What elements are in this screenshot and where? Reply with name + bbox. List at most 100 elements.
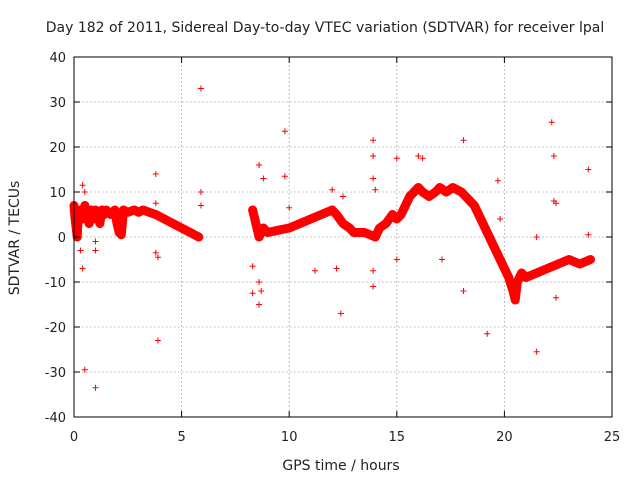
data-point: [178, 225, 185, 231]
data-point: [139, 207, 146, 213]
data-point: [501, 265, 508, 272]
data-point: [124, 209, 131, 216]
data-point: [161, 216, 168, 222]
outlier-point: [79, 182, 86, 189]
data-point: [522, 274, 529, 281]
x-tick-label: 15: [389, 430, 406, 445]
data-point: [376, 225, 383, 231]
outlier-point: [533, 348, 540, 355]
x-tick-label: 5: [177, 430, 185, 445]
y-tick-label: -30: [45, 366, 66, 381]
data-point: [256, 234, 263, 240]
data-point: [510, 288, 517, 294]
y-tick-label: -10: [45, 276, 66, 291]
data-point: [114, 220, 121, 227]
outlier-point: [370, 283, 377, 290]
data-points: [69, 85, 595, 391]
outlier-point: [438, 256, 445, 263]
data-point: [333, 211, 340, 218]
outlier-point: [92, 247, 99, 254]
outlier-point: [460, 288, 467, 294]
outlier-point: [197, 189, 204, 195]
data-point: [555, 261, 562, 267]
data-point: [497, 256, 504, 263]
outlier-point: [286, 204, 293, 211]
data-point: [383, 220, 390, 227]
data-point: [466, 198, 473, 204]
data-point: [131, 207, 138, 213]
outlier-point: [197, 85, 204, 92]
outlier-point: [249, 290, 256, 297]
outlier-point: [372, 186, 379, 193]
data-point: [475, 211, 482, 218]
data-point: [118, 231, 125, 238]
data-point: [426, 193, 433, 200]
data-point: [398, 211, 405, 218]
data-point: [479, 220, 486, 227]
data-point: [77, 207, 84, 213]
outlier-point: [154, 254, 161, 261]
data-point: [432, 189, 439, 195]
outlier-point: [281, 128, 288, 135]
outlier-point: [533, 234, 540, 240]
data-point: [565, 256, 572, 263]
outlier-point: [260, 175, 267, 182]
data-point: [195, 234, 202, 240]
outlier-point: [419, 155, 426, 162]
data-point: [415, 184, 422, 191]
data-point: [436, 184, 443, 191]
y-tick-label: -40: [45, 411, 66, 426]
outlier-point: [553, 200, 560, 207]
data-point: [393, 216, 400, 222]
outlier-point: [77, 247, 84, 254]
data-point: [135, 209, 142, 216]
y-tick-label: 0: [58, 231, 66, 246]
outlier-point: [550, 153, 557, 159]
data-point: [182, 227, 189, 234]
data-point: [389, 211, 396, 218]
y-tick-label: 20: [49, 141, 66, 156]
data-point: [275, 227, 282, 234]
outlier-point: [256, 301, 263, 308]
data-point: [79, 216, 86, 222]
data-point: [544, 265, 551, 272]
data-point: [120, 207, 127, 213]
data-point: [264, 229, 271, 236]
outlier-point: [329, 186, 336, 193]
outlier-point: [312, 267, 319, 274]
outlier-point: [92, 238, 99, 245]
data-point: [488, 238, 495, 245]
outlier-point: [152, 200, 159, 207]
outlier-point: [152, 249, 159, 256]
outlier-point: [340, 193, 346, 200]
outlier-point: [370, 137, 377, 144]
data-point: [157, 213, 164, 220]
data-band: [69, 201, 204, 242]
data-point: [251, 216, 258, 222]
data-point: [152, 211, 159, 218]
outlier-point: [249, 263, 256, 270]
data-point: [518, 270, 525, 276]
data-point: [94, 211, 101, 218]
data-point: [458, 189, 465, 195]
outlier-point: [256, 162, 263, 168]
data-point: [92, 207, 99, 213]
data-point: [174, 222, 181, 229]
data-point: [505, 274, 512, 281]
x-axis-label: GPS time / hours: [282, 458, 399, 474]
data-point: [249, 207, 256, 213]
outlier-point: [460, 137, 467, 144]
outlier-point: [256, 279, 263, 285]
data-point: [103, 207, 110, 213]
data-point: [83, 211, 90, 218]
data-point: [484, 229, 491, 236]
data-point: [329, 207, 336, 213]
data-point: [258, 229, 265, 236]
outlier-point: [81, 189, 88, 195]
data-point: [111, 207, 118, 213]
data-point: [346, 225, 353, 231]
data-point: [296, 220, 303, 227]
data-point: [81, 202, 88, 209]
